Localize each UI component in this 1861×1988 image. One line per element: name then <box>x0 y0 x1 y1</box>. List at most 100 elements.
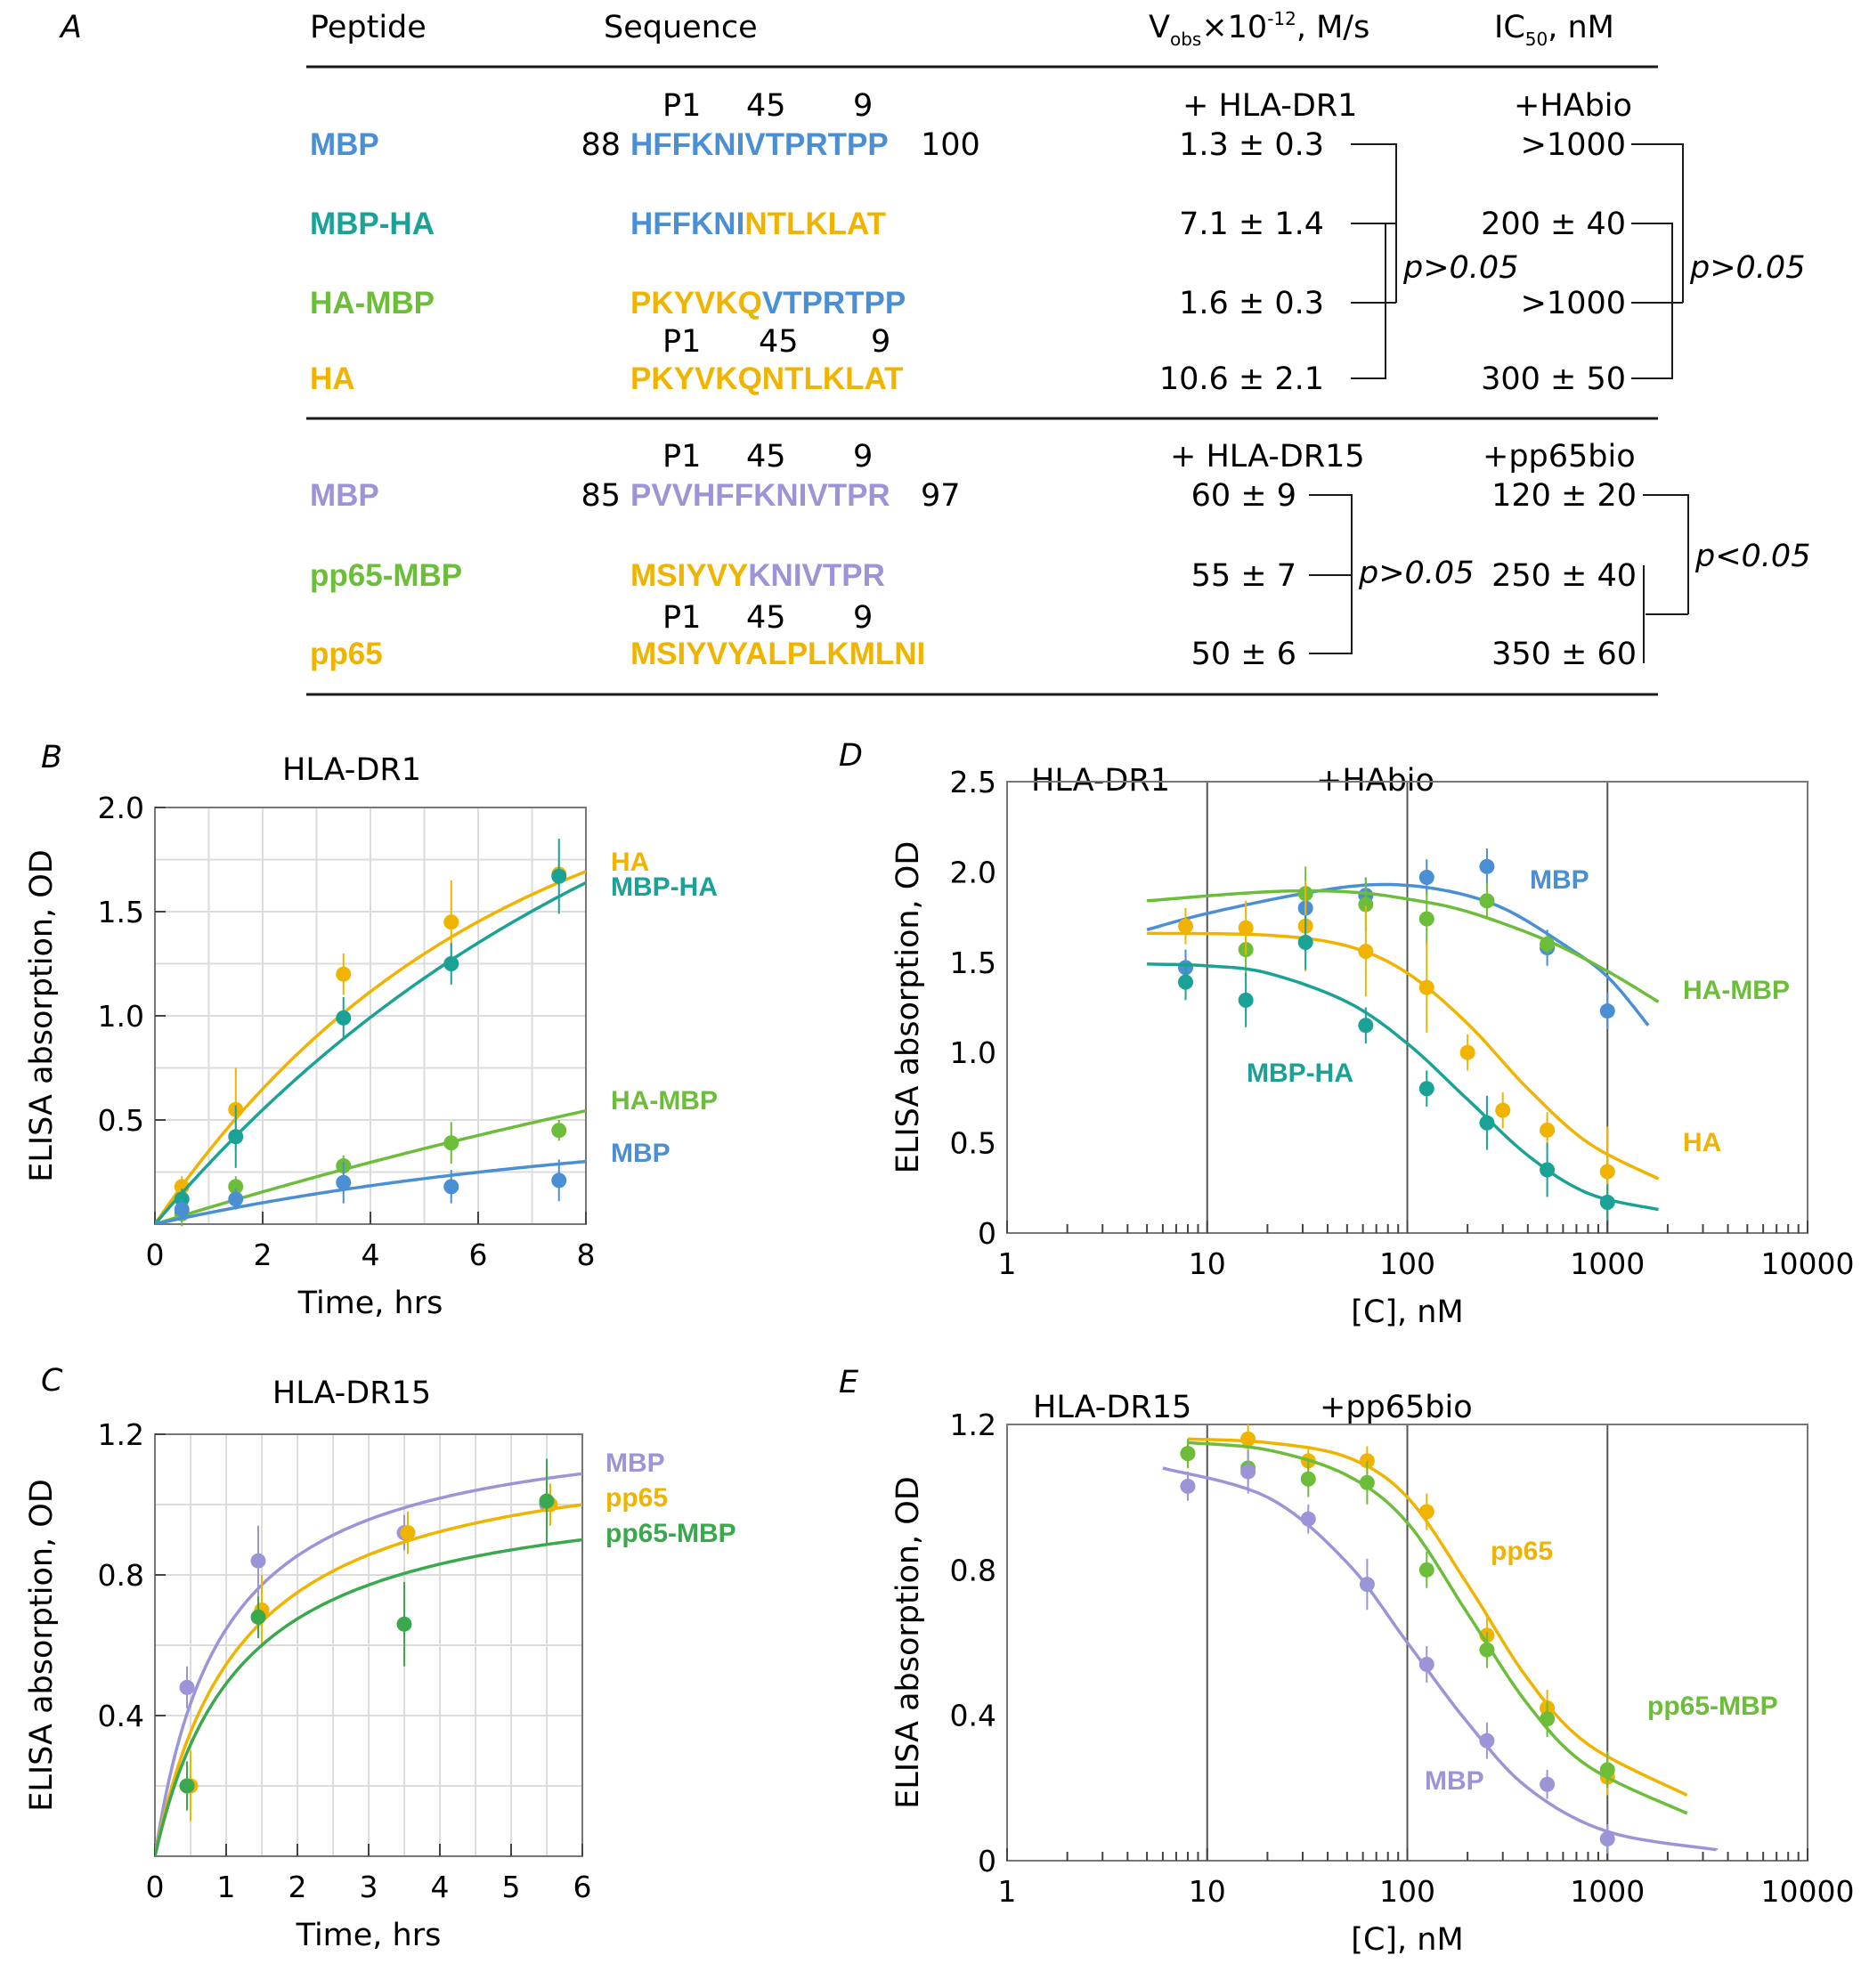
ic50-value: 350 ± 60 <box>1491 637 1637 672</box>
vobs-value: 1.3 ± 0.3 <box>1179 127 1324 163</box>
y-tick-label: 0 <box>978 1216 996 1251</box>
sequence-segment: PVVHFFKNIVTPR <box>630 478 890 513</box>
fit-curve <box>155 1108 586 1224</box>
y-tick-label: 0.5 <box>950 1126 996 1161</box>
y-tick-label: 2.5 <box>950 765 996 799</box>
y-tick-label: 1.2 <box>950 1408 996 1442</box>
x-tick-label: 10 <box>1189 1874 1226 1909</box>
anchor-9: 9 <box>853 88 873 124</box>
vobs-subheader: + HLA-DR1 <box>1182 88 1357 124</box>
series-mbp <box>155 1159 586 1224</box>
data-point <box>1599 1831 1615 1846</box>
data-point <box>1599 1164 1615 1180</box>
data-point <box>1479 1732 1495 1749</box>
anchor-p1: P1 <box>662 88 701 124</box>
data-point <box>443 956 459 971</box>
ic50-value: 250 ± 40 <box>1491 558 1637 594</box>
chart-title: HLA-DR15 <box>1033 1390 1191 1425</box>
x-tick-label: 1 <box>998 1246 1017 1281</box>
stat-ic50-top: p>0.05 <box>1689 250 1805 286</box>
x-tick-label: 1 <box>217 1870 236 1904</box>
x-tick-label: 4 <box>362 1237 380 1272</box>
x-tick-label: 0 <box>146 1237 165 1272</box>
x-axis-label: [C], nM <box>1351 1294 1463 1330</box>
data-point <box>1599 1195 1615 1211</box>
data-point <box>250 1553 266 1569</box>
data-point <box>1479 893 1495 909</box>
panel-letter: E <box>839 1365 859 1400</box>
data-point <box>1599 1003 1615 1019</box>
y-tick-label: 1.2 <box>98 1417 144 1452</box>
ic50-value: >1000 <box>1521 286 1626 321</box>
peptide-sequence: PKYVKQNTLKLAT <box>630 361 904 396</box>
x-tick-label: 1 <box>998 1874 1017 1909</box>
data-point <box>1300 1471 1316 1487</box>
data-point <box>1359 1474 1375 1490</box>
sequence-segment: MSIYVYALPLKMLNI <box>630 637 925 671</box>
fit-curve <box>155 1472 582 1856</box>
y-tick-label: 1.0 <box>950 1035 996 1070</box>
data-point <box>1418 1657 1434 1672</box>
data-point <box>1359 1577 1375 1593</box>
peptide-sequence: PKYVKQVTPRTPP <box>630 286 906 321</box>
x-tick-label: 0 <box>146 1870 165 1904</box>
anchor-9: 9 <box>853 600 873 636</box>
data-point <box>1479 858 1495 874</box>
data-point <box>1418 1504 1434 1520</box>
data-point <box>336 1174 352 1190</box>
fit-curve <box>1147 931 1660 1181</box>
vobs-bracket-bottom <box>1309 494 1353 654</box>
peptide-sequence: HFFKNIVTPRTPP <box>630 127 889 162</box>
sequence-segment: PKYVKQNTLKLAT <box>630 361 904 396</box>
vobs-bracket-top <box>1351 143 1397 379</box>
fit-curve <box>155 1159 586 1224</box>
fit-curve <box>155 1503 582 1856</box>
peptide-name: HA-MBP <box>310 286 435 321</box>
y-tick-label: 0.8 <box>950 1553 996 1587</box>
data-point <box>1240 1431 1256 1447</box>
fit-curve <box>155 880 586 1224</box>
data-point <box>228 1129 244 1145</box>
peptide-name: pp65-MBP <box>310 558 462 593</box>
data-point <box>396 1616 412 1632</box>
series-pp65 <box>1180 1424 1688 1797</box>
panel-letter: D <box>839 738 863 774</box>
data-point <box>1297 934 1313 950</box>
y-tick-label: 1.5 <box>950 945 996 980</box>
series-label: pp65-MBP <box>1647 1692 1778 1721</box>
data-point <box>443 1179 459 1195</box>
peptide-name: pp65 <box>310 637 383 671</box>
x-tick-label: 2 <box>254 1237 272 1272</box>
x-tick-label: 4 <box>431 1870 450 1904</box>
sequence-segment: MSIYVY <box>630 558 748 593</box>
data-point <box>1418 1081 1434 1097</box>
ic50-subheader: +HAbio <box>1514 88 1632 124</box>
data-point <box>1358 897 1374 913</box>
data-point <box>443 1135 459 1151</box>
peptide-sequence: PVVHFFKNIVTPR <box>630 478 890 513</box>
fit-curve <box>1187 1437 1688 1797</box>
x-tick-label: 100 <box>1379 1246 1435 1281</box>
y-axis-label: ELISA absorption, OD <box>24 1479 60 1812</box>
x-axis-label: Time, hrs <box>296 1918 442 1953</box>
series-label: HA <box>1683 1128 1721 1157</box>
sequence-segment: HFFKNIVTPRTPP <box>630 127 889 162</box>
data-point <box>1418 911 1434 927</box>
series-label: HA <box>611 848 649 877</box>
y-axis-label: ELISA absorption, OD <box>890 841 926 1174</box>
sequence-segment: NTLKLAT <box>744 207 886 241</box>
chart-b-kinetics-dr1: B HLA-DR1 0 2 4 6 8 0.5 1.0 1.5 2.0 Time, hrs ELISA … <box>24 740 718 1321</box>
data-point <box>539 1493 555 1509</box>
header-ic50: IC50, nM <box>1494 10 1614 50</box>
data-point <box>1180 1478 1196 1494</box>
data-point <box>551 868 567 884</box>
vobs-value: 60 ± 9 <box>1191 478 1296 514</box>
x-tick-label: 1000 <box>1570 1246 1645 1281</box>
series-label: MBP <box>611 1139 670 1168</box>
y-axis-label: ELISA absorption, OD <box>890 1476 926 1809</box>
chart-subtitle: +pp65bio <box>1320 1390 1473 1425</box>
data-point <box>1418 979 1434 995</box>
series-mbp <box>1162 1449 1719 1854</box>
data-point <box>1495 1102 1511 1118</box>
